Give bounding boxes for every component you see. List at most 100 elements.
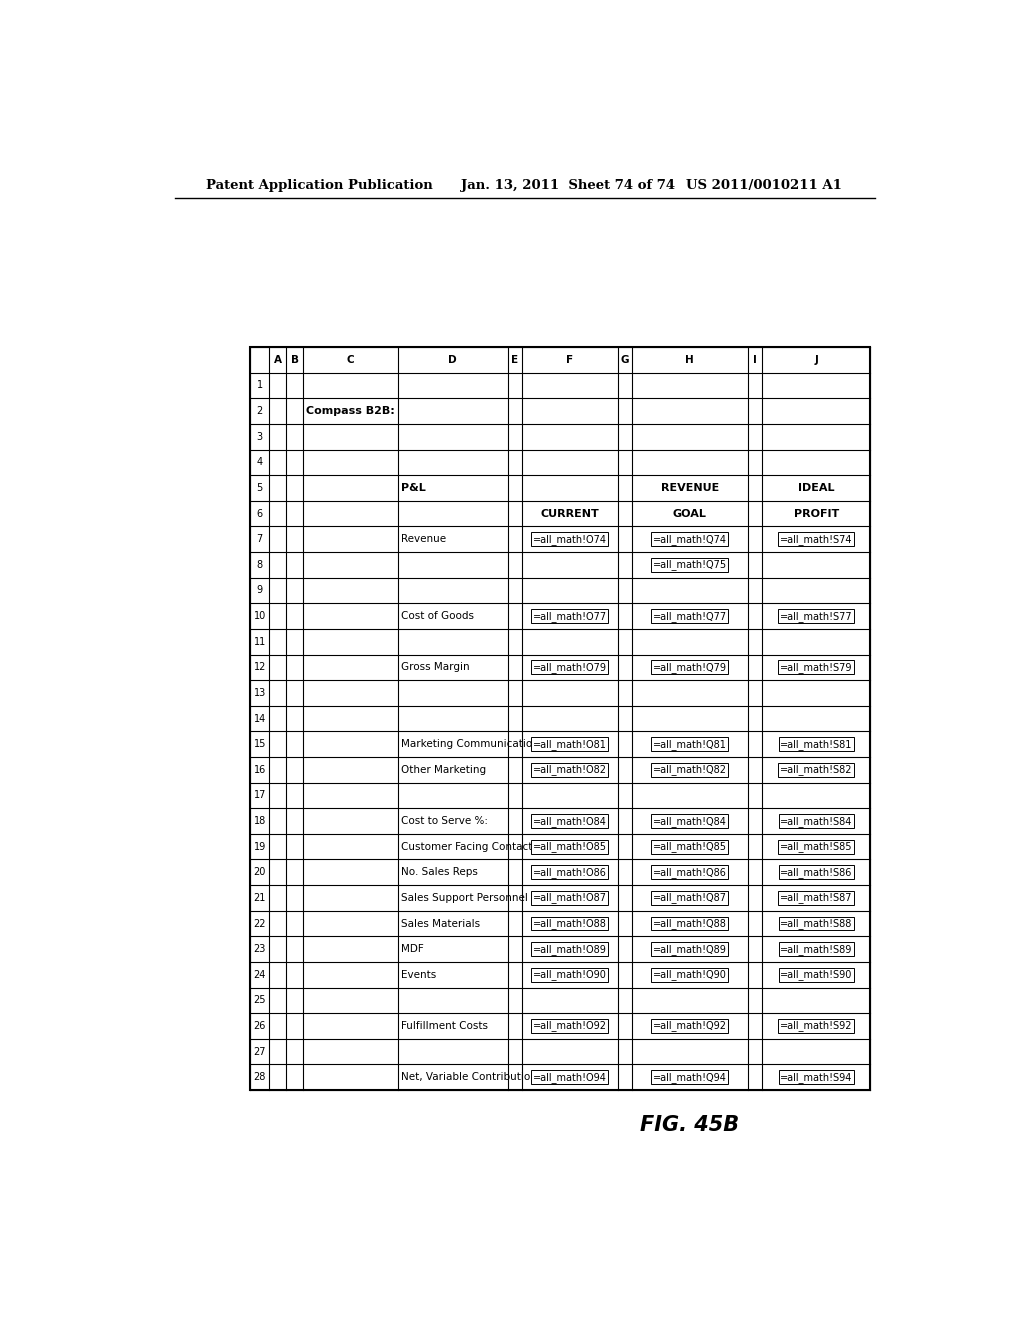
Text: =all_math!Q88: =all_math!Q88 bbox=[653, 919, 727, 929]
Text: =all_math!O81: =all_math!O81 bbox=[532, 739, 606, 750]
Text: =all_math!S94: =all_math!S94 bbox=[780, 1072, 852, 1082]
Text: MDF: MDF bbox=[400, 944, 424, 954]
Text: 26: 26 bbox=[254, 1022, 266, 1031]
Text: =all_math!Q81: =all_math!Q81 bbox=[653, 739, 727, 750]
Text: =all_math!O88: =all_math!O88 bbox=[532, 919, 606, 929]
Text: Customer Facing Contact: Customer Facing Contact bbox=[400, 842, 532, 851]
Text: =all_math!O89: =all_math!O89 bbox=[532, 944, 606, 954]
Text: =all_math!S82: =all_math!S82 bbox=[780, 764, 852, 775]
Text: =all_math!O86: =all_math!O86 bbox=[532, 867, 606, 878]
Text: CURRENT: CURRENT bbox=[541, 508, 599, 519]
Text: B: B bbox=[291, 355, 299, 364]
Text: 11: 11 bbox=[254, 636, 266, 647]
Text: =all_math!S79: =all_math!S79 bbox=[780, 661, 852, 673]
Text: 8: 8 bbox=[257, 560, 263, 570]
Text: 12: 12 bbox=[254, 663, 266, 672]
Text: =all_math!Q75: =all_math!Q75 bbox=[653, 560, 727, 570]
Text: =all_math!Q89: =all_math!Q89 bbox=[653, 944, 727, 954]
Text: =all_math!S90: =all_math!S90 bbox=[780, 969, 852, 981]
Text: Jan. 13, 2011  Sheet 74 of 74: Jan. 13, 2011 Sheet 74 of 74 bbox=[461, 178, 676, 191]
Text: 1: 1 bbox=[257, 380, 263, 391]
Text: 15: 15 bbox=[254, 739, 266, 750]
Text: 6: 6 bbox=[257, 508, 263, 519]
Text: G: G bbox=[621, 355, 629, 364]
Text: Revenue: Revenue bbox=[400, 535, 445, 544]
Text: E: E bbox=[511, 355, 518, 364]
Text: =all_math!S84: =all_math!S84 bbox=[780, 816, 852, 826]
Text: PROFIT: PROFIT bbox=[794, 508, 839, 519]
Text: =all_math!S86: =all_math!S86 bbox=[780, 867, 852, 878]
Text: Fulfillment Costs: Fulfillment Costs bbox=[400, 1022, 487, 1031]
Text: =all_math!S92: =all_math!S92 bbox=[780, 1020, 852, 1031]
Text: US 2011/0010211 A1: US 2011/0010211 A1 bbox=[686, 178, 842, 191]
Text: Gross Margin: Gross Margin bbox=[400, 663, 469, 672]
Text: 18: 18 bbox=[254, 816, 266, 826]
Text: 27: 27 bbox=[254, 1047, 266, 1057]
Text: 5: 5 bbox=[257, 483, 263, 492]
Text: 21: 21 bbox=[254, 892, 266, 903]
Text: 10: 10 bbox=[254, 611, 266, 622]
Text: REVENUE: REVENUE bbox=[660, 483, 719, 492]
Text: 22: 22 bbox=[254, 919, 266, 928]
Text: =all_math!Q77: =all_math!Q77 bbox=[653, 611, 727, 622]
Text: =all_math!O74: =all_math!O74 bbox=[532, 533, 607, 545]
Text: =all_math!S88: =all_math!S88 bbox=[780, 919, 852, 929]
Text: =all_math!Q94: =all_math!Q94 bbox=[653, 1072, 727, 1082]
Text: =all_math!Q82: =all_math!Q82 bbox=[653, 764, 727, 775]
Text: Net, Variable Contribution: Net, Variable Contribution bbox=[400, 1072, 537, 1082]
Text: 25: 25 bbox=[254, 995, 266, 1006]
Text: =all_math!Q92: =all_math!Q92 bbox=[653, 1020, 727, 1031]
Text: 7: 7 bbox=[257, 535, 263, 544]
Text: =all_math!Q87: =all_math!Q87 bbox=[653, 892, 727, 903]
Text: GOAL: GOAL bbox=[673, 508, 707, 519]
Text: =all_math!Q79: =all_math!Q79 bbox=[653, 661, 727, 673]
Text: P&L: P&L bbox=[400, 483, 426, 492]
Text: 28: 28 bbox=[254, 1072, 266, 1082]
Text: =all_math!O79: =all_math!O79 bbox=[532, 661, 607, 673]
Text: =all_math!S89: =all_math!S89 bbox=[780, 944, 852, 954]
Text: =all_math!S81: =all_math!S81 bbox=[780, 739, 852, 750]
Text: 2: 2 bbox=[257, 407, 263, 416]
Text: =all_math!Q86: =all_math!Q86 bbox=[653, 867, 727, 878]
Text: 9: 9 bbox=[257, 586, 263, 595]
Text: Patent Application Publication: Patent Application Publication bbox=[206, 178, 432, 191]
Text: 19: 19 bbox=[254, 842, 266, 851]
Text: F: F bbox=[566, 355, 573, 364]
Text: Sales Materials: Sales Materials bbox=[400, 919, 480, 928]
Text: 24: 24 bbox=[254, 970, 266, 979]
Text: =all_math!O92: =all_math!O92 bbox=[532, 1020, 607, 1031]
Text: =all_math!O77: =all_math!O77 bbox=[532, 611, 607, 622]
Text: 13: 13 bbox=[254, 688, 266, 698]
Text: =all_math!Q84: =all_math!Q84 bbox=[653, 816, 727, 826]
Text: Events: Events bbox=[400, 970, 436, 979]
Text: =all_math!O84: =all_math!O84 bbox=[532, 816, 606, 826]
Text: H: H bbox=[685, 355, 694, 364]
Text: Marketing Communications: Marketing Communications bbox=[400, 739, 544, 750]
Text: =all_math!O85: =all_math!O85 bbox=[532, 841, 607, 853]
Text: Sales Support Personnel: Sales Support Personnel bbox=[400, 892, 527, 903]
Text: 14: 14 bbox=[254, 714, 266, 723]
Text: J: J bbox=[814, 355, 818, 364]
Text: =all_math!O87: =all_math!O87 bbox=[532, 892, 607, 903]
Text: 4: 4 bbox=[257, 457, 263, 467]
Text: =all_math!S85: =all_math!S85 bbox=[780, 841, 852, 853]
Text: A: A bbox=[273, 355, 282, 364]
Text: Other Marketing: Other Marketing bbox=[400, 764, 486, 775]
Text: =all_math!Q85: =all_math!Q85 bbox=[653, 841, 727, 853]
Text: =all_math!O94: =all_math!O94 bbox=[532, 1072, 606, 1082]
Text: =all_math!Q90: =all_math!Q90 bbox=[653, 969, 727, 981]
Text: =all_math!Q74: =all_math!Q74 bbox=[653, 533, 727, 545]
Text: =all_math!S77: =all_math!S77 bbox=[780, 611, 853, 622]
Text: 17: 17 bbox=[254, 791, 266, 800]
Bar bbox=[251, 347, 870, 1090]
Text: =all_math!S87: =all_math!S87 bbox=[780, 892, 852, 903]
Text: Cost of Goods: Cost of Goods bbox=[400, 611, 474, 622]
Text: =all_math!S74: =all_math!S74 bbox=[780, 533, 852, 545]
Text: FIG. 45B: FIG. 45B bbox=[640, 1115, 738, 1135]
Text: 16: 16 bbox=[254, 764, 266, 775]
Text: IDEAL: IDEAL bbox=[798, 483, 835, 492]
Text: 3: 3 bbox=[257, 432, 263, 442]
Text: C: C bbox=[346, 355, 354, 364]
Text: =all_math!O82: =all_math!O82 bbox=[532, 764, 607, 775]
Text: 23: 23 bbox=[254, 944, 266, 954]
